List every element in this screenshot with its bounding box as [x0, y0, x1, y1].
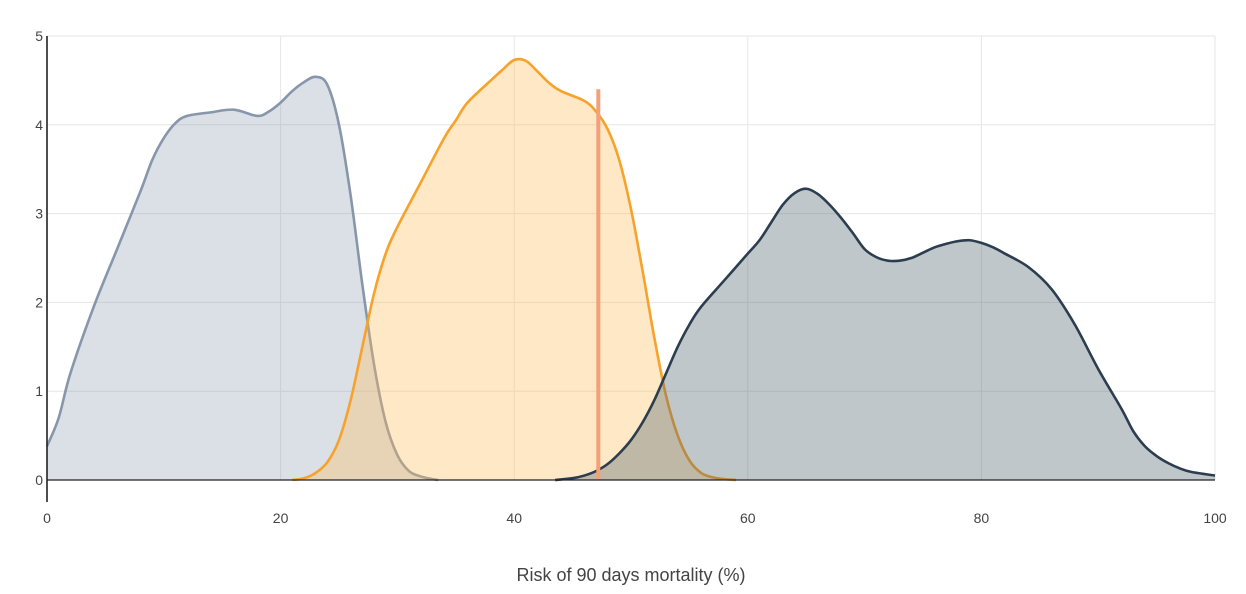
y-tick-label: 2	[35, 294, 43, 310]
x-tick-label: 40	[506, 510, 522, 526]
tick-labels: 0 20 40 60 80 100 0 1 2 3 4 5	[35, 28, 1227, 526]
gridlines	[47, 35, 1216, 480]
x-tick-label: 100	[1203, 510, 1227, 526]
density-fill-2	[292, 59, 737, 480]
y-tick-label: 4	[35, 117, 43, 133]
density-line-2	[292, 57, 737, 482]
density-line-3	[554, 187, 1216, 482]
y-tick-label: 1	[35, 383, 43, 399]
axes	[46, 36, 1215, 502]
x-tick-label: 20	[273, 510, 289, 526]
x-tick-label: 80	[974, 510, 990, 526]
y-tick-label: 0	[35, 472, 43, 488]
y-tick-label: 5	[35, 28, 43, 44]
x-tick-label: 0	[43, 510, 51, 526]
x-tick-label: 60	[740, 510, 756, 526]
density-areas	[45, 57, 1216, 482]
density-fill-3	[555, 188, 1215, 480]
y-tick-label: 3	[35, 206, 43, 222]
density-line-1	[45, 75, 439, 482]
x-axis-title: Risk of 90 days mortality (%)	[516, 565, 745, 585]
density-fill-1	[47, 76, 439, 480]
